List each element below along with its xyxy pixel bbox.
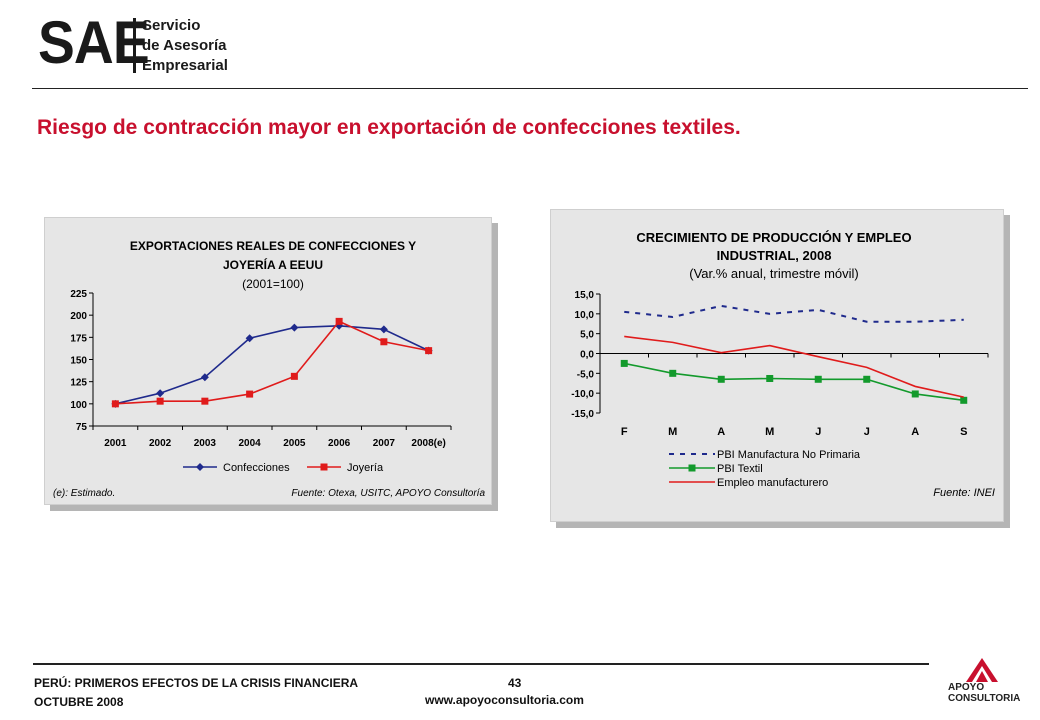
apoyo-line-1: APOYO	[948, 682, 985, 693]
y-tick-label: 0,0	[580, 350, 594, 361]
apoyo-mark-icon	[966, 658, 998, 682]
chart-note: (e): Estimado.	[53, 488, 115, 499]
page-title: Riesgo de contracción mayor en exportaci…	[37, 116, 741, 139]
y-tick-label: 5,0	[580, 330, 594, 341]
logo-line-2: de Asesoría	[142, 37, 227, 54]
chart-title-line-1: CRECIMIENTO DE PRODUCCIÓN Y EMPLEO	[636, 230, 911, 245]
y-tick-label: 75	[76, 422, 88, 433]
data-point-2	[335, 317, 343, 325]
data-point-2	[246, 390, 254, 398]
x-tick-label: 2008(e)	[411, 438, 445, 449]
legend-label-1: Confecciones	[223, 462, 290, 474]
x-tick-label: S	[960, 426, 967, 438]
y-tick-label: 125	[70, 378, 87, 389]
data-point-1	[200, 373, 209, 382]
logo-line-1: Servicio	[142, 17, 201, 34]
logo-mark: SAE	[38, 9, 150, 76]
x-tick-label: 2005	[283, 438, 306, 449]
legend-label-2: Joyería	[347, 462, 384, 474]
chart-exportaciones-frame: EXPORTACIONES REALES DE CONFECCIONES Y JO…	[44, 217, 492, 505]
data-point-2	[911, 390, 919, 398]
legend-label-2: PBI Textil	[717, 463, 763, 475]
y-tick-label: 10,0	[575, 310, 595, 321]
y-tick-label: -15,0	[571, 409, 594, 420]
series-line-2	[624, 362, 964, 402]
footer-title: PERÚ: PRIMEROS EFECTOS DE LA CRISIS FINA…	[34, 676, 359, 690]
series-line-1	[624, 304, 964, 323]
chart-produccion-empleo: CRECIMIENTO DE PRODUCCIÓN Y EMPLEO INDUST…	[571, 230, 995, 499]
series-line-2	[115, 320, 429, 405]
data-point-2	[814, 375, 822, 383]
footer-date: OCTUBRE 2008	[34, 695, 124, 709]
y-tick-label: 200	[70, 311, 87, 322]
data-point-2	[669, 369, 677, 377]
y-tick-label: 15,0	[575, 290, 595, 301]
legend-marker-1	[196, 463, 204, 471]
x-tick-label: 2003	[194, 438, 217, 449]
data-point-2	[156, 397, 164, 405]
data-point-2	[960, 396, 968, 404]
footer-rule	[33, 663, 929, 665]
y-tick-label: 100	[70, 400, 87, 411]
chart-title-line-3: (Var.% anual, trimestre móvil)	[689, 266, 859, 281]
chart-exportaciones: EXPORTACIONES REALES DE CONFECCIONES Y JO…	[53, 239, 485, 499]
y-tick-label: -10,0	[571, 389, 594, 400]
legend-label-3: Empleo manufacturero	[717, 477, 828, 489]
apoyo-line-2: CONSULTORIA	[948, 693, 1021, 704]
data-point-2	[201, 397, 209, 405]
chart-produccion-frame: CRECIMIENTO DE PRODUCCIÓN Y EMPLEO INDUST…	[550, 209, 1004, 522]
chart-source: Fuente: Otexa, USITC, APOYO Consultoría	[291, 488, 485, 499]
chart-source: Fuente: INEI	[933, 487, 995, 499]
x-tick-label: 2002	[149, 438, 172, 449]
x-tick-label: 2007	[373, 438, 396, 449]
x-tick-label: A	[717, 426, 725, 438]
data-point-2	[425, 347, 433, 355]
data-point-1	[290, 323, 299, 332]
data-point-2	[620, 359, 628, 367]
apoyo-text: APOYO CONSULTORIA	[948, 682, 1020, 704]
logo-text: Servicio de Asesoría Empresarial	[142, 16, 228, 76]
y-tick-label: 225	[70, 289, 87, 300]
data-point-1	[245, 334, 254, 343]
series-line-1	[115, 325, 429, 405]
header-rule	[32, 88, 1028, 89]
apoyo-logo: APOYO CONSULTORIA	[936, 656, 1028, 716]
x-tick-label: A	[911, 426, 919, 438]
data-point-2	[717, 375, 725, 383]
x-tick-label: M	[668, 426, 677, 438]
legend-marker-2	[688, 464, 696, 472]
y-tick-label: 175	[70, 333, 87, 344]
sae-logo: SAE Servicio de Asesoría Empresarial	[18, 8, 230, 80]
chart-title-line-3: (2001=100)	[242, 277, 304, 291]
data-point-2	[863, 375, 871, 383]
y-tick-label: 150	[70, 356, 87, 367]
data-point-2	[111, 400, 119, 408]
x-tick-label: M	[765, 426, 774, 438]
data-point-1	[379, 325, 388, 334]
y-tick-label: -5,0	[577, 369, 595, 380]
chart-title-line-1: EXPORTACIONES REALES DE CONFECCIONES Y	[130, 239, 416, 253]
data-point-2	[766, 374, 774, 382]
data-point-2	[290, 372, 298, 380]
footer-info: PERÚ: PRIMEROS EFECTOS DE LA CRISIS FINA…	[34, 674, 358, 712]
x-tick-label: 2006	[328, 438, 351, 449]
data-point-1	[156, 389, 165, 398]
legend-label-1: PBI Manufactura No Primaria	[717, 449, 861, 461]
x-tick-label: 2001	[104, 438, 127, 449]
x-tick-label: 2004	[239, 438, 262, 449]
logo-divider	[133, 18, 136, 73]
data-point-2	[380, 338, 388, 346]
x-tick-label: F	[621, 426, 628, 438]
footer-url[interactable]: www.apoyoconsultoria.com	[425, 693, 584, 707]
legend-marker-2	[320, 463, 328, 471]
page-number: 43	[508, 676, 522, 690]
series-line-3	[624, 335, 964, 398]
x-tick-label: J	[815, 426, 821, 438]
x-tick-label: J	[864, 426, 870, 438]
chart-title-line-2: JOYERÍA A EEUU	[223, 257, 323, 272]
logo-line-3: Empresarial	[142, 57, 228, 74]
chart-title-line-2: INDUSTRIAL, 2008	[717, 248, 832, 263]
